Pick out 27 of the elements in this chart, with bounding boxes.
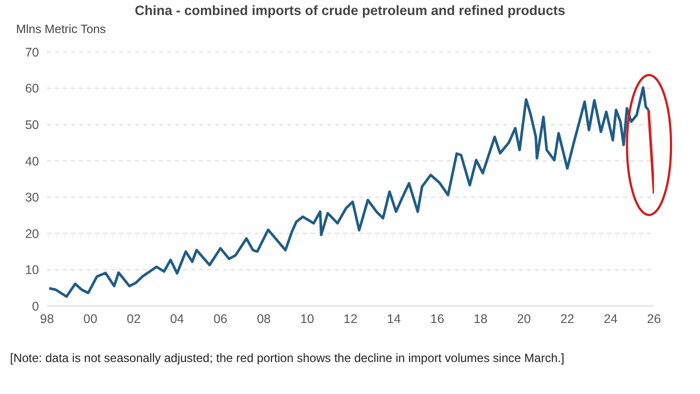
y-tick-label: 20 xyxy=(25,226,40,241)
x-tick-label: 00 xyxy=(83,312,98,326)
y-axis-title: Mlns Metric Tons xyxy=(16,22,106,36)
y-tick-label: 40 xyxy=(25,154,40,168)
x-tick-label: 06 xyxy=(213,312,228,326)
x-tick-label: 12 xyxy=(344,312,358,326)
text: [Note: data is not seasonally adjusted; the red portion shows the decline in import volumes since March.] xyxy=(10,350,566,367)
x-tick-label: 10 xyxy=(300,312,314,326)
y-tick-label: 10 xyxy=(25,263,40,278)
line-series xyxy=(48,86,650,298)
y-tick-label: 70 xyxy=(25,45,40,60)
x-tick-label: 08 xyxy=(256,312,271,326)
x-tick-label: 14 xyxy=(386,312,401,326)
x-tick-label: 04 xyxy=(170,312,184,326)
chart-title: China - combined imports of crude petroleum and refined products xyxy=(134,3,566,18)
x-tick-label: 24 xyxy=(604,312,618,326)
x-tick-label: 26 xyxy=(647,312,661,326)
y-tick-label: 50 xyxy=(25,118,40,132)
x-tick-label: 02 xyxy=(126,312,141,326)
y-tick-label: 60 xyxy=(25,82,40,96)
x-tick-label: 16 xyxy=(430,312,444,326)
x-tick-label: 20 xyxy=(516,312,531,326)
x-tick-label: 22 xyxy=(560,312,574,326)
x-tick-label: 98 xyxy=(40,312,54,326)
y-tick-label: 0 xyxy=(32,299,40,314)
y-tick-label: 30 xyxy=(25,190,40,205)
x-tick-label: 18 xyxy=(474,312,488,326)
